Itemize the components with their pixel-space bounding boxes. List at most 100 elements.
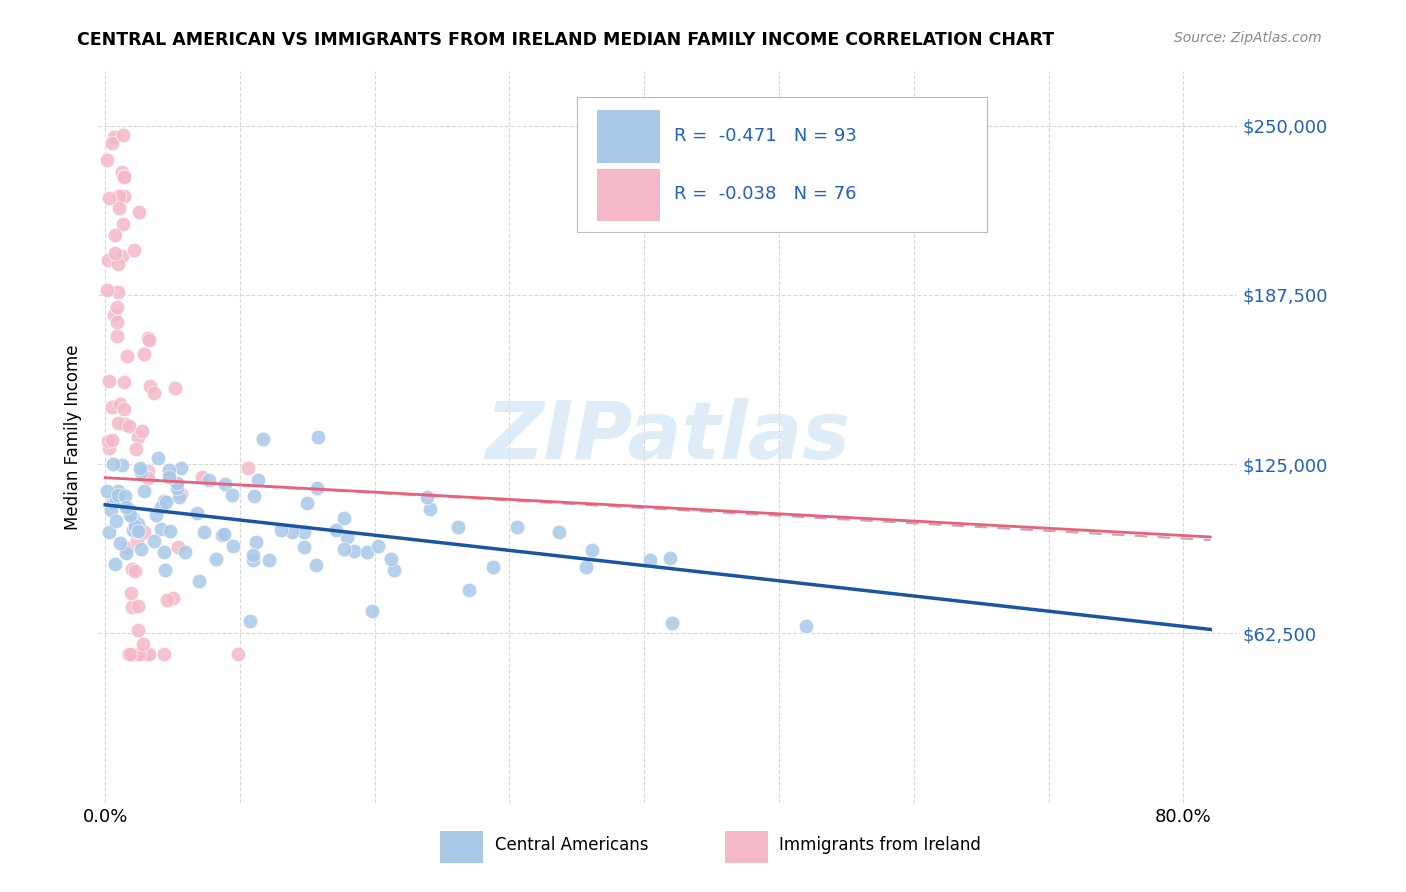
- Point: [112, 189, 135, 203]
- Point: [121, 599, 143, 614]
- Point: [356, 545, 378, 559]
- Point: [145, 508, 167, 523]
- Point: [124, 442, 146, 457]
- Point: [214, 477, 236, 491]
- Point: [416, 490, 439, 504]
- Point: [105, 329, 128, 343]
- Point: [118, 647, 141, 661]
- Point: [103, 129, 125, 144]
- Point: [114, 417, 136, 431]
- Point: [97, 434, 120, 448]
- Point: [243, 489, 266, 503]
- Point: [132, 524, 155, 539]
- Point: [332, 542, 354, 557]
- Point: [104, 514, 127, 528]
- Point: [117, 647, 139, 661]
- Text: Immigrants from Ireland: Immigrants from Ireland: [779, 836, 981, 855]
- Point: [127, 599, 149, 614]
- Point: [305, 482, 328, 496]
- Point: [112, 402, 135, 417]
- Point: [96, 284, 118, 298]
- Point: [97, 191, 120, 205]
- FancyBboxPatch shape: [598, 169, 659, 221]
- Point: [138, 464, 160, 478]
- Point: [153, 494, 176, 508]
- Point: [575, 560, 598, 574]
- Point: [292, 525, 315, 540]
- Point: [132, 483, 155, 498]
- Point: [169, 487, 191, 501]
- Point: [242, 553, 264, 567]
- Point: [149, 500, 172, 515]
- Point: [170, 461, 193, 475]
- Point: [125, 647, 148, 661]
- Point: [120, 647, 142, 661]
- Point: [197, 474, 219, 488]
- Point: [111, 458, 134, 472]
- Point: [188, 574, 211, 589]
- Point: [115, 546, 138, 560]
- Point: [117, 541, 139, 555]
- Point: [148, 451, 170, 466]
- Point: [186, 506, 208, 520]
- Point: [121, 511, 143, 525]
- Point: [112, 169, 135, 183]
- Point: [124, 564, 146, 578]
- Point: [127, 623, 149, 637]
- Point: [245, 535, 267, 549]
- Point: [447, 519, 470, 533]
- Point: [157, 463, 180, 477]
- Point: [129, 465, 152, 479]
- Point: [105, 315, 128, 329]
- Point: [138, 647, 160, 661]
- Point: [156, 593, 179, 607]
- Point: [239, 614, 262, 628]
- Point: [153, 545, 176, 559]
- Point: [101, 494, 124, 508]
- Point: [127, 524, 149, 538]
- Point: [794, 619, 817, 633]
- Point: [105, 491, 128, 505]
- Point: [127, 524, 149, 539]
- Point: [139, 379, 162, 393]
- Point: [112, 169, 135, 184]
- Point: [236, 461, 259, 475]
- Point: [110, 397, 132, 411]
- Point: [305, 558, 328, 573]
- Point: [107, 416, 129, 430]
- Point: [104, 246, 127, 260]
- Point: [166, 476, 188, 491]
- Point: [98, 374, 121, 388]
- Point: [136, 331, 159, 345]
- Point: [138, 333, 160, 347]
- Point: [120, 586, 142, 600]
- Point: [361, 604, 384, 618]
- Point: [117, 647, 139, 661]
- FancyBboxPatch shape: [576, 97, 987, 232]
- Point: [121, 523, 143, 537]
- Point: [247, 473, 270, 487]
- Point: [482, 560, 505, 574]
- Point: [325, 523, 347, 537]
- Point: [107, 285, 129, 300]
- Point: [380, 552, 402, 566]
- Point: [343, 544, 366, 558]
- Point: [270, 524, 292, 538]
- Point: [131, 424, 153, 438]
- Point: [125, 524, 148, 539]
- Point: [226, 647, 249, 661]
- Point: [103, 228, 125, 243]
- Point: [100, 503, 122, 517]
- Point: [419, 502, 441, 516]
- Point: [142, 534, 165, 549]
- Point: [307, 430, 329, 444]
- Point: [127, 533, 149, 547]
- Point: [101, 136, 124, 150]
- Point: [221, 488, 243, 502]
- Point: [157, 468, 180, 483]
- Point: [128, 205, 150, 219]
- Point: [659, 550, 682, 565]
- Point: [108, 189, 131, 203]
- Point: [162, 591, 184, 605]
- Point: [129, 460, 152, 475]
